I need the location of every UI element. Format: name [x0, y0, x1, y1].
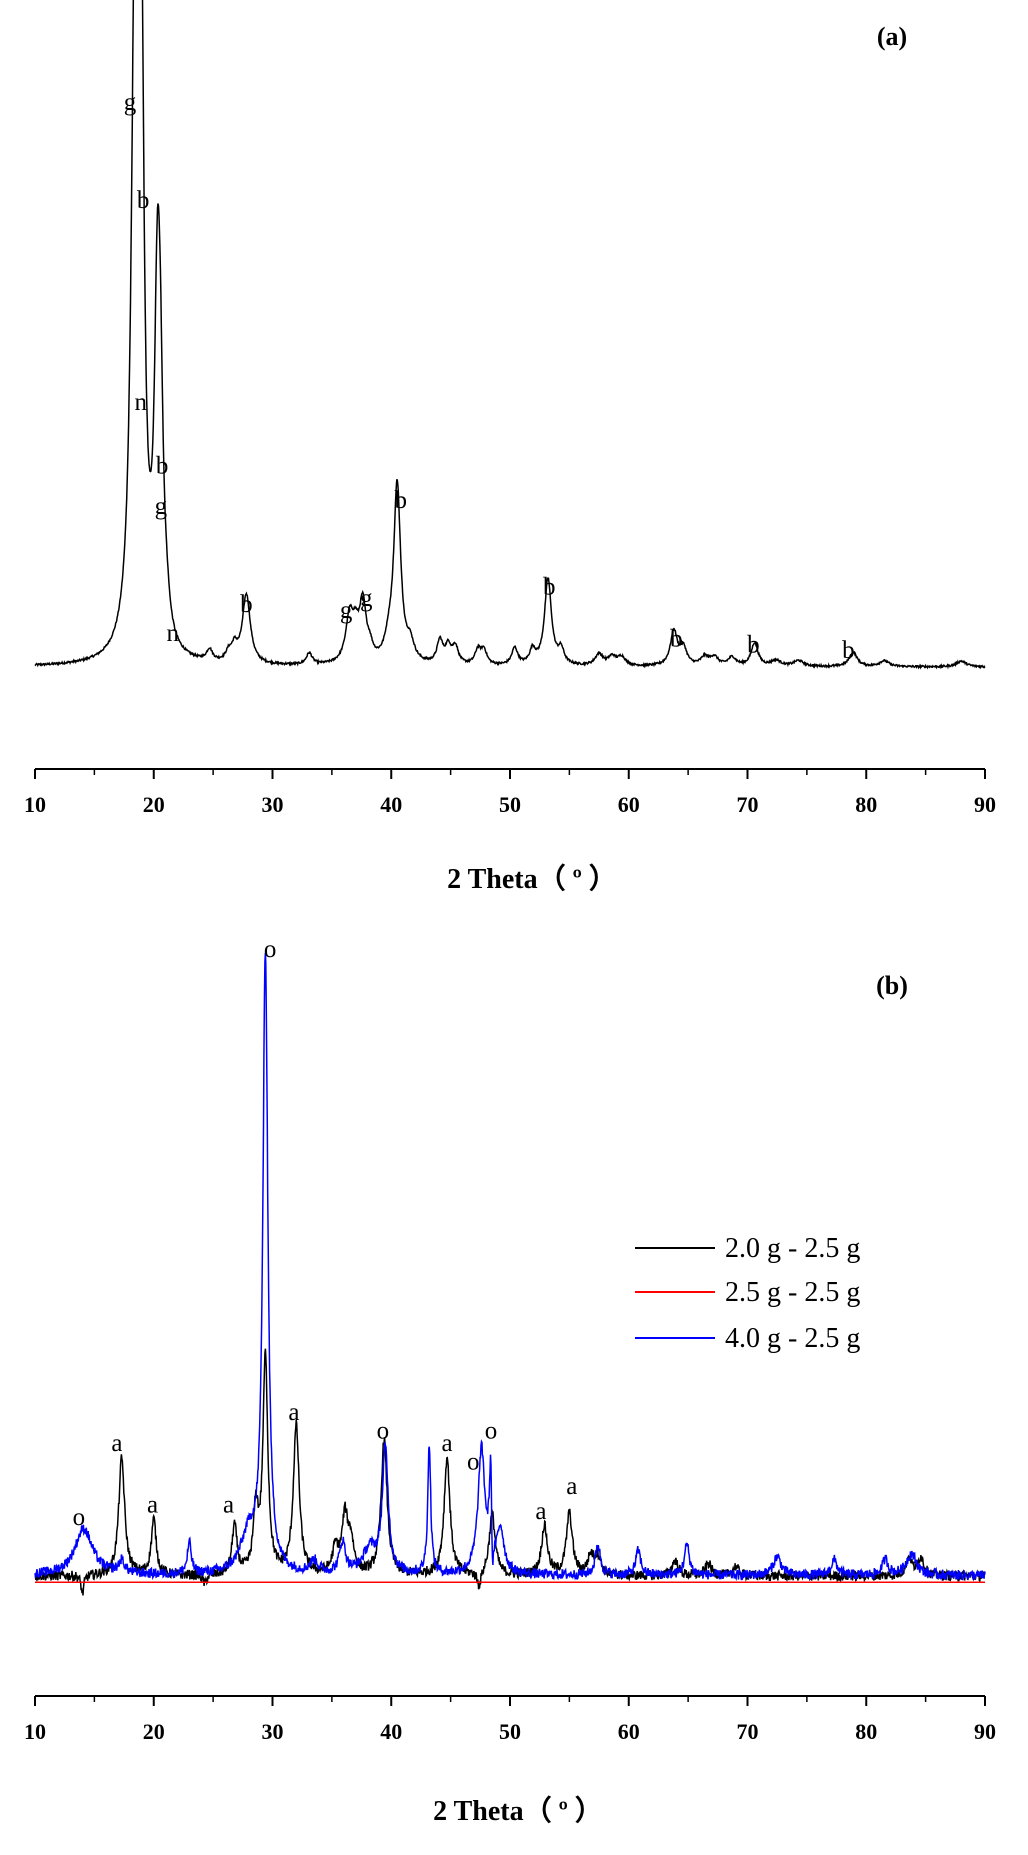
x-tick-label: 10 [24, 1719, 46, 1744]
peak-label: b [156, 453, 169, 480]
x-tick-label: 60 [618, 792, 640, 817]
x-ticks: 10 20 30 40 50 60 70 80 90 [24, 769, 996, 817]
peak-label: n [134, 389, 147, 416]
peak-label: b [137, 187, 150, 214]
x-ticks: 10 20 30 40 50 60 70 80 90 [24, 1696, 996, 1744]
legend-label: 2.5 g - 2.5 g [725, 1277, 860, 1308]
peak-label: b [394, 487, 407, 514]
x-tick-label: 90 [974, 792, 996, 817]
series-layer [34, 952, 986, 1596]
x-axis-title: 2 Theta（ º ） [447, 862, 617, 895]
peak-label: g [360, 585, 373, 612]
x-tick-label: 70 [737, 1719, 759, 1744]
peak-label: b [543, 574, 556, 601]
x-tick-label: 10 [24, 792, 46, 817]
series-line [34, 952, 986, 1582]
peak-label: a [147, 1492, 158, 1519]
series-layer [34, 0, 986, 670]
peak-label: b [842, 637, 855, 664]
x-tick-label: 40 [380, 792, 402, 817]
panel-label: (a) [877, 22, 907, 51]
x-tick-label: 80 [855, 1719, 877, 1744]
x-axis-title: 2 Theta（ º ） [433, 1794, 603, 1827]
x-tick-label: 30 [262, 1719, 284, 1744]
peak-label: b [747, 631, 760, 658]
panel-label: (b) [876, 971, 908, 1000]
x-tick-label: 50 [499, 1719, 521, 1744]
legend-label: 4.0 g - 2.5 g [725, 1323, 860, 1354]
x-tick-label: 70 [737, 792, 759, 817]
x-tick-label: 50 [499, 792, 521, 817]
x-tick-label: 20 [143, 1719, 165, 1744]
peak-label: a [566, 1473, 577, 1500]
x-tick-label: 20 [143, 792, 165, 817]
x-tick-label: 40 [380, 1719, 402, 1744]
x-tick-label: 80 [855, 792, 877, 817]
peak-label: b [670, 626, 683, 653]
series-line [34, 0, 986, 670]
x-tick-label: 90 [974, 1719, 996, 1744]
peak-label: g [155, 493, 168, 520]
peak-label: g [124, 89, 137, 116]
legend: 2.0 g - 2.5 g 2.5 g - 2.5 g 4.0 g - 2.5 … [635, 1233, 860, 1354]
peak-label: a [535, 1498, 546, 1525]
peak-label: g [340, 597, 353, 624]
peak-label: o [467, 1448, 480, 1475]
x-tick-label: 30 [262, 792, 284, 817]
peak-label: o [485, 1418, 498, 1445]
peak-label: o [264, 936, 277, 963]
peak-label: o [377, 1418, 390, 1445]
peak-label: a [288, 1399, 299, 1426]
legend-label: 2.0 g - 2.5 g [725, 1233, 860, 1264]
peak-label: b [240, 591, 253, 618]
peak-label: n [167, 620, 180, 647]
peak-label: a [111, 1430, 122, 1457]
peak-label: o [73, 1504, 86, 1531]
peak-label: a [442, 1430, 453, 1457]
x-tick-label: 60 [618, 1719, 640, 1744]
series-line [34, 1348, 986, 1596]
peak-label: a [223, 1492, 234, 1519]
